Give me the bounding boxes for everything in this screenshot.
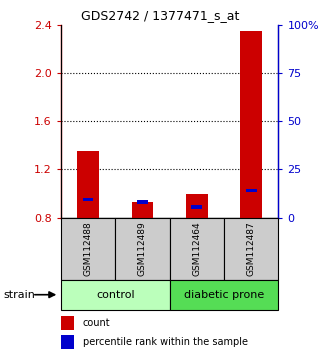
Bar <box>170 280 278 310</box>
Bar <box>61 316 74 330</box>
Text: GSM112489: GSM112489 <box>138 221 147 276</box>
Bar <box>77 152 99 218</box>
Bar <box>61 218 115 280</box>
Text: GSM112464: GSM112464 <box>192 221 201 276</box>
Bar <box>61 280 170 310</box>
Bar <box>240 31 262 218</box>
Bar <box>224 218 278 280</box>
Bar <box>246 189 257 192</box>
Bar <box>191 205 202 209</box>
Bar <box>115 218 170 280</box>
Bar <box>186 194 208 218</box>
Text: diabetic prone: diabetic prone <box>184 290 264 300</box>
Bar <box>137 200 148 204</box>
Bar <box>83 198 93 201</box>
Text: GSM112488: GSM112488 <box>84 221 92 276</box>
Text: GDS2742 / 1377471_s_at: GDS2742 / 1377471_s_at <box>81 9 239 22</box>
Bar <box>170 218 224 280</box>
Text: strain: strain <box>3 290 35 300</box>
Bar <box>61 336 74 349</box>
Bar <box>132 202 153 218</box>
Text: control: control <box>96 290 134 300</box>
Text: GSM112487: GSM112487 <box>247 221 256 276</box>
Text: percentile rank within the sample: percentile rank within the sample <box>83 337 248 348</box>
Text: count: count <box>83 318 110 328</box>
